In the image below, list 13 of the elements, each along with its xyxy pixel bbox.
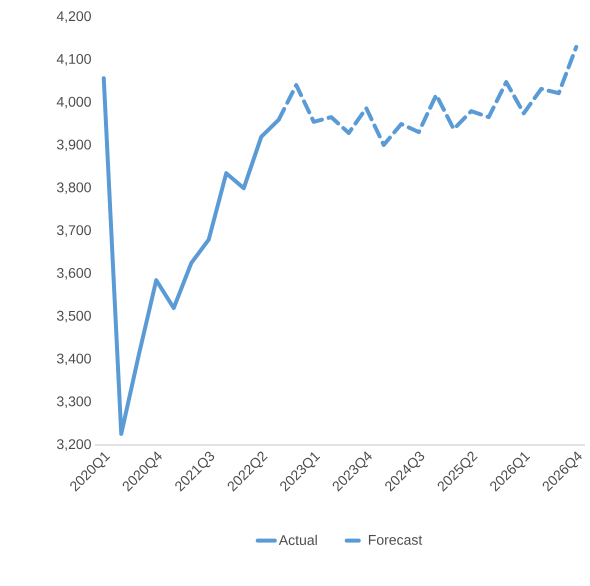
legend-label: Actual: [278, 534, 317, 546]
y-tick-label: 3,500: [56, 310, 91, 322]
y-tick-label: 3,600: [56, 268, 91, 280]
y-tick-label: 4,100: [56, 54, 91, 66]
y-tick-label: 3,900: [56, 140, 91, 152]
y-tick-label: 3,300: [56, 396, 91, 408]
y-tick-label: 3,800: [56, 182, 91, 194]
y-tick-label: 3,400: [56, 354, 91, 366]
y-tick-label: 3,200: [56, 439, 91, 451]
legend-label: Forecast: [368, 535, 422, 545]
y-tick-label: 4,000: [56, 96, 91, 108]
y-tick-label: 4,200: [56, 11, 91, 23]
y-tick-label: 3,700: [56, 225, 91, 237]
